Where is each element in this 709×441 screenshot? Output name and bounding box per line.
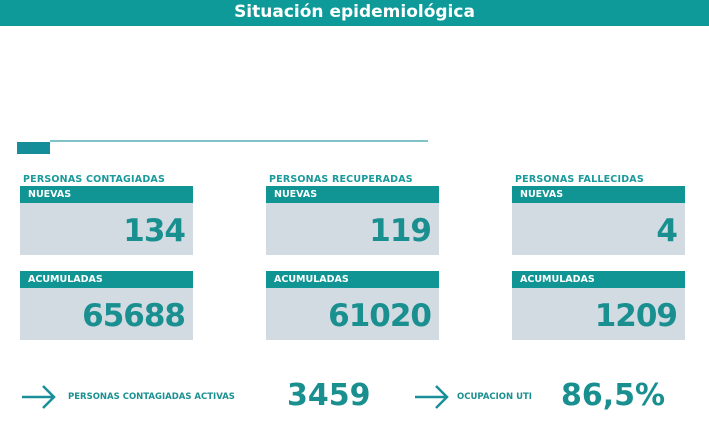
card-label: NUEVAS <box>266 186 439 203</box>
group-title: PERSONAS FALLECIDAS <box>515 174 644 185</box>
card-value: 61020 <box>328 298 432 334</box>
group-recuperadas: PERSONAS RECUPERADAS NUEVAS 119 <box>266 173 439 255</box>
divider <box>50 140 428 142</box>
card-nuevas: NUEVAS 134 <box>20 186 193 255</box>
group-fallecidas: PERSONAS FALLECIDAS NUEVAS 4 <box>512 173 685 255</box>
group-title: PERSONAS CONTAGIADAS <box>23 174 165 185</box>
section-marker <box>17 142 50 154</box>
card-acumuladas-recuperadas: ACUMULADAS 61020 <box>266 271 439 340</box>
card-acumuladas-fallecidas: ACUMULADAS 1209 <box>512 271 685 340</box>
card-nuevas: NUEVAS 4 <box>512 186 685 255</box>
uti-label: OCUPACION UTI <box>457 392 532 402</box>
active-cases-label: PERSONAS CONTAGIADAS ACTIVAS <box>68 392 235 402</box>
card-value: 65688 <box>82 298 186 334</box>
page-title: Situación epidemiológica <box>0 0 709 26</box>
arrow-right-icon <box>415 385 449 409</box>
card-label: NUEVAS <box>512 186 685 203</box>
card-value: 1209 <box>594 298 678 334</box>
card-nuevas: NUEVAS 119 <box>266 186 439 255</box>
card-acumuladas-contagiadas: ACUMULADAS 65688 <box>20 271 193 340</box>
group-contagiadas: PERSONAS CONTAGIADAS NUEVAS 134 <box>20 173 193 255</box>
card-label: ACUMULADAS <box>20 271 193 288</box>
group-title: PERSONAS RECUPERADAS <box>269 174 413 185</box>
card-value: 4 <box>656 213 678 249</box>
arrow-right-icon <box>22 385 56 409</box>
active-cases-value: 3459 <box>287 378 371 413</box>
card-value: 134 <box>123 213 186 249</box>
uti-value: 86,5% <box>561 378 666 413</box>
card-label: ACUMULADAS <box>512 271 685 288</box>
card-label: ACUMULADAS <box>266 271 439 288</box>
card-label: NUEVAS <box>20 186 193 203</box>
card-value: 119 <box>369 213 432 249</box>
